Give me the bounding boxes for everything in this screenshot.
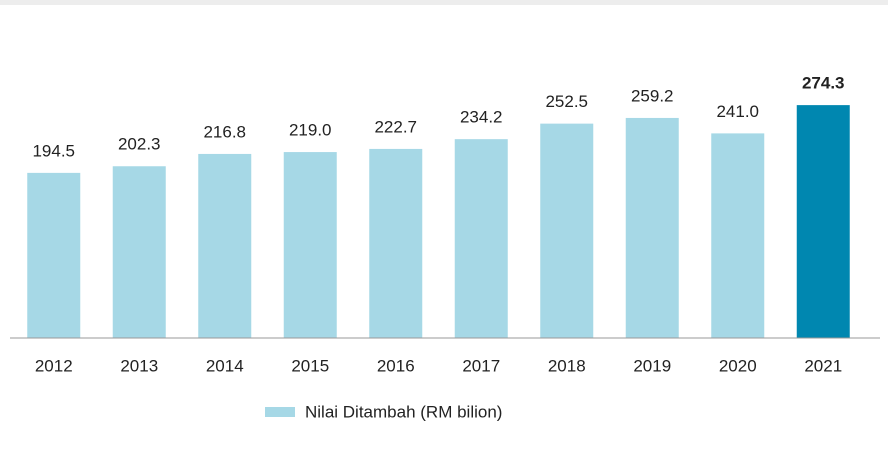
value-label: 194.5 (32, 141, 75, 160)
bar (796, 105, 850, 339)
x-tick-label: 2017 (462, 356, 500, 375)
bar (625, 117, 679, 338)
legend-swatch (265, 407, 295, 417)
value-label: 259.2 (631, 86, 674, 105)
bar (27, 172, 81, 338)
legend-label: Nilai Ditambah (RM bilion) (305, 402, 502, 421)
x-tick-label: 2019 (633, 356, 671, 375)
bar (112, 166, 166, 338)
x-tick-label: 2012 (35, 356, 73, 375)
value-label: 222.7 (374, 117, 417, 136)
value-label: 234.2 (460, 108, 503, 127)
bar (454, 139, 508, 338)
value-label: 241.0 (716, 102, 759, 121)
top-strip (0, 0, 888, 5)
value-label: 202.3 (118, 135, 161, 154)
bar (283, 152, 337, 338)
value-label: 252.5 (545, 92, 588, 111)
bar (369, 148, 423, 338)
x-tick-label: 2014 (206, 356, 244, 375)
bar (540, 123, 594, 338)
x-tick-label: 2013 (120, 356, 158, 375)
x-tick-label: 2021 (804, 356, 842, 375)
x-tick-label: 2015 (291, 356, 329, 375)
value-label: 219.0 (289, 121, 332, 140)
value-label: 274.3 (802, 74, 845, 93)
value-label: 216.8 (203, 122, 246, 141)
x-tick-label: 2016 (377, 356, 415, 375)
bar (198, 153, 252, 338)
x-tick-label: 2018 (548, 356, 586, 375)
x-tick-label: 2020 (719, 356, 757, 375)
bar (711, 133, 765, 338)
